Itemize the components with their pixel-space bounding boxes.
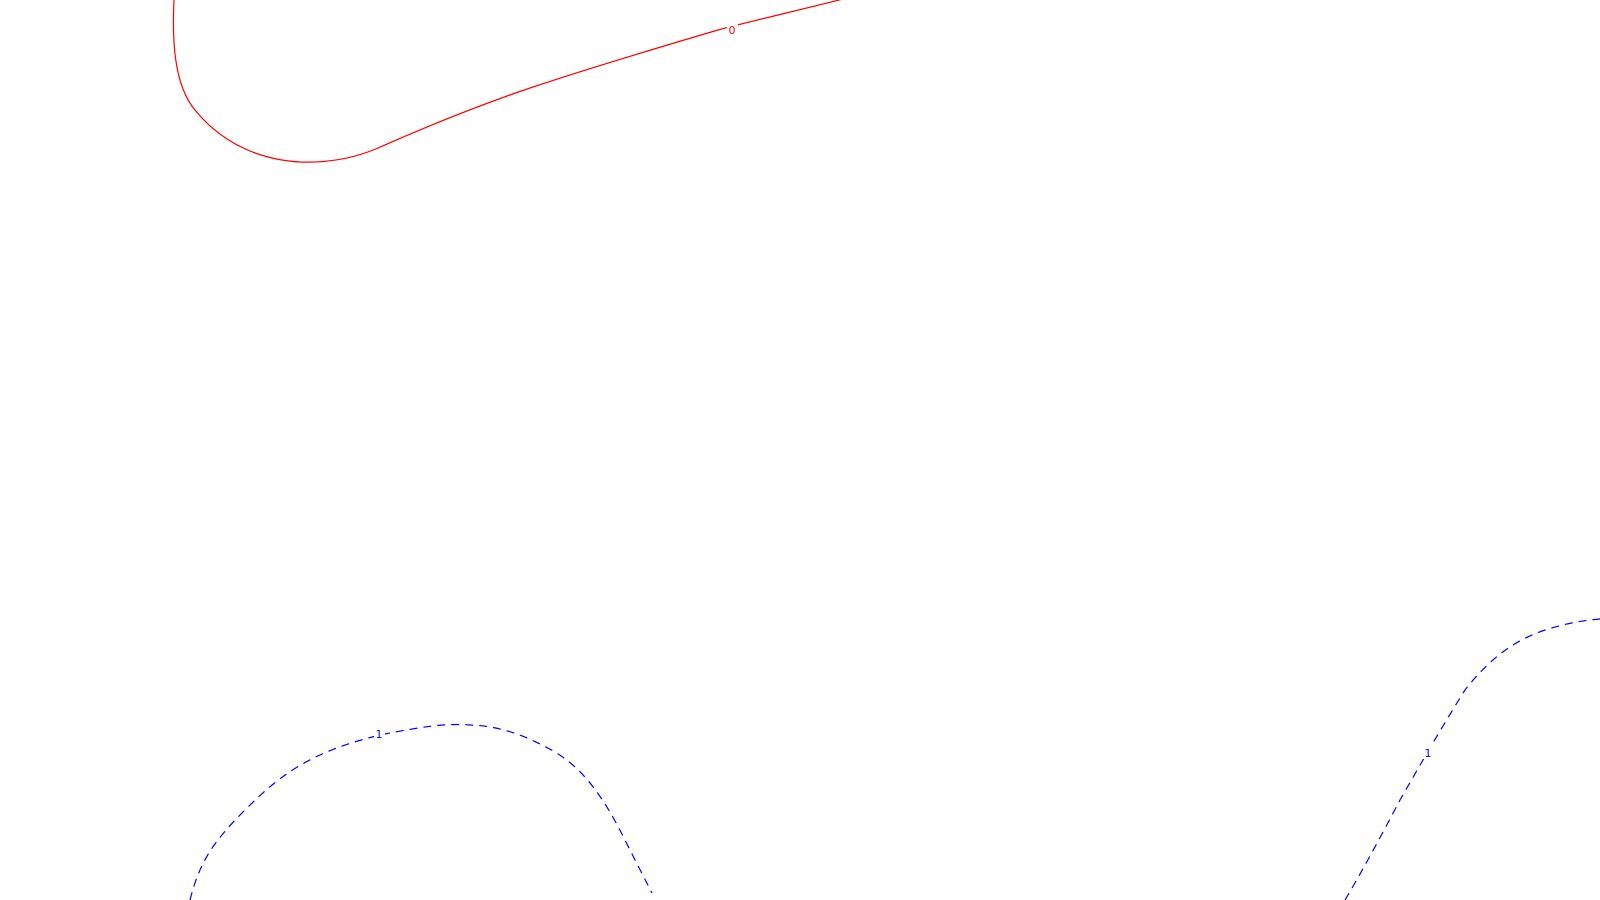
contour-label-0: 0 xyxy=(729,24,736,37)
contour-label-1-left: 1 xyxy=(376,728,383,741)
contour-line-1-left xyxy=(189,723,653,900)
contour-line-1-right xyxy=(1344,618,1600,900)
contour-label-1-right: 1 xyxy=(1425,747,1432,760)
contour-label-bg-1-left xyxy=(374,727,385,741)
contour-label-bg-0 xyxy=(727,22,738,36)
contour-label-bg-1-right xyxy=(1423,745,1434,759)
contour-line-0 xyxy=(172,0,842,163)
